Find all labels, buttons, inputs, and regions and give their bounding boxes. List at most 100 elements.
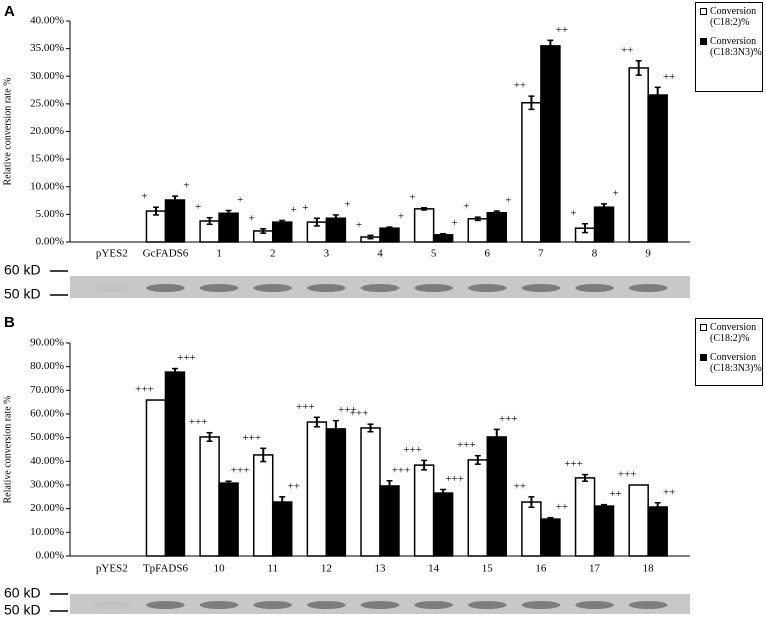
legend-label: Conversion (C18:2)%: [710, 322, 757, 344]
bar: [199, 436, 220, 557]
y-tick-label: 60.00%: [30, 408, 64, 420]
significance-label: ++: [621, 44, 633, 56]
error-bar: [474, 454, 481, 465]
blot-band: [467, 284, 507, 292]
error-bar: [601, 203, 608, 212]
error-bar: [582, 473, 589, 482]
significance-label: ++: [514, 480, 526, 492]
error-bar: [635, 60, 642, 76]
x-tick-label: 11: [267, 563, 278, 575]
significance-label: +: [612, 187, 618, 199]
error-bar: [528, 496, 535, 508]
bar: [164, 199, 186, 243]
y-tick-label: 20.00%: [30, 502, 64, 514]
legend-swatch: [700, 38, 707, 45]
y-axis-label: Relative conversion rate %: [2, 77, 13, 185]
error-bar: [493, 210, 500, 216]
error-bar: [313, 217, 320, 227]
blot-band: [414, 601, 453, 609]
legend-label: Conversion (C18:3N3)%: [710, 352, 762, 374]
error-bar: [654, 502, 661, 513]
bar: [379, 227, 400, 243]
legend-item: Conversion (C18:2)%: [700, 6, 758, 28]
significance-label: +++: [350, 408, 369, 420]
bar: [218, 212, 239, 243]
bar: [252, 454, 274, 557]
legend-swatch: [700, 8, 707, 15]
error-bar: [225, 480, 232, 486]
blot-label: 60 kD: [4, 585, 41, 601]
blot-band: [146, 601, 185, 609]
bar: [306, 421, 328, 557]
significance-label: +: [505, 195, 511, 207]
y-axis-label: Relative conversion rate %: [2, 395, 13, 503]
blot-band: [521, 601, 561, 609]
significance-label: +: [410, 191, 416, 203]
significance-label: +: [344, 198, 350, 210]
x-tick-label: 17: [589, 563, 601, 575]
error-bar: [313, 416, 320, 428]
significance-label: +++: [564, 458, 583, 470]
significance-label: +: [463, 201, 469, 213]
significance-label: +: [291, 204, 297, 216]
significance-label: +: [570, 207, 576, 219]
significance-label: +++: [338, 404, 357, 416]
error-bar: [367, 234, 374, 240]
significance-label: +++: [177, 352, 196, 364]
legend: Conversion (C18:2)% Conversion (C18:3N3)%: [695, 318, 763, 386]
bar: [647, 94, 668, 243]
error-bar: [260, 447, 267, 463]
significance-label: ++: [514, 80, 526, 92]
error-bar: [260, 227, 267, 234]
x-tick-label: 8: [592, 248, 598, 260]
bar: [360, 427, 381, 557]
error-bar: [386, 226, 393, 231]
x-tick-label: 7: [538, 248, 544, 260]
blot-band: [199, 601, 239, 609]
legend-swatch: [700, 354, 707, 361]
bar: [218, 482, 239, 557]
bar: [574, 477, 596, 557]
x-tick-label: 1: [216, 248, 222, 260]
error-bar: [386, 479, 393, 492]
significance-label: +++: [296, 401, 315, 413]
error-bar: [547, 516, 554, 522]
x-tick-label: 13: [375, 563, 387, 575]
error-bar: [206, 216, 213, 226]
significance-label: +++: [403, 444, 422, 456]
blot-label: 60 kD: [4, 262, 41, 278]
blot-band: [360, 601, 400, 609]
significance-label: +: [452, 217, 458, 229]
y-tick-label: 35.00%: [30, 42, 64, 54]
bar: [467, 459, 489, 557]
error-bar: [225, 209, 232, 217]
error-bar: [582, 223, 589, 234]
error-bar: [601, 503, 608, 509]
blot-band: [628, 601, 668, 609]
error-bar: [152, 206, 159, 216]
x-tick-label: 16: [535, 563, 547, 575]
x-tick-label: 14: [428, 563, 440, 575]
y-tick-label: 40.00%: [30, 15, 64, 27]
significance-label: ++: [288, 480, 300, 492]
y-tick-label: 10.00%: [30, 180, 64, 192]
bar: [271, 221, 293, 243]
blot-label: 50 kD: [4, 602, 41, 618]
blot-band: [92, 601, 132, 609]
blot-band: [146, 284, 185, 292]
blot-band: [307, 601, 346, 609]
bar: [432, 492, 454, 557]
bar: [413, 208, 435, 243]
error-bar: [171, 195, 178, 205]
bar: [593, 505, 615, 557]
legend-item: Conversion (C18:2)%: [700, 322, 758, 344]
y-tick-label: 25.00%: [30, 97, 64, 109]
blot-band: [253, 284, 293, 292]
error-bar: [440, 232, 447, 237]
significance-label: +: [398, 211, 404, 223]
blot-label: 50 kD: [4, 286, 41, 302]
y-tick-label: 15.00%: [30, 153, 64, 165]
error-bar: [421, 459, 428, 471]
error-bar: [421, 206, 428, 211]
